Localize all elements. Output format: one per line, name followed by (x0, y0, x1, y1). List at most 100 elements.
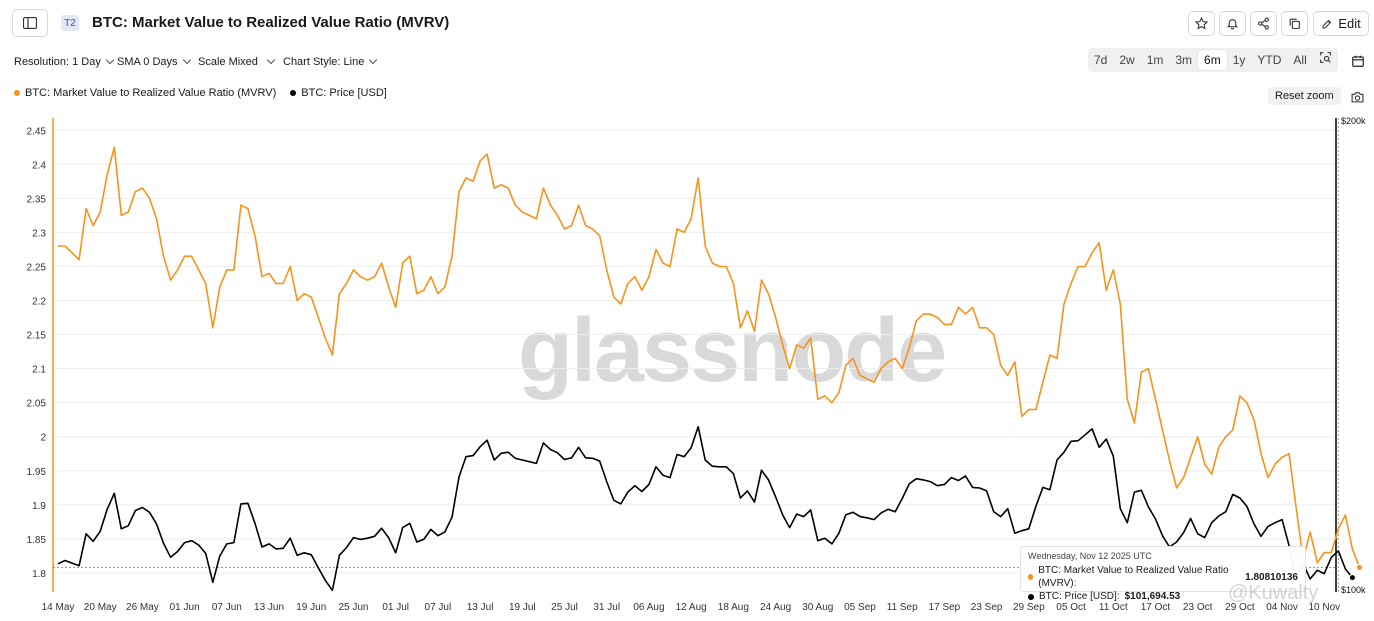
share-button[interactable] (1250, 11, 1277, 36)
bell-icon (1226, 19, 1239, 30)
y-tick-label: 2 (40, 433, 46, 444)
y-tick-label: 2.15 (27, 331, 47, 342)
duplicate-button[interactable] (1281, 11, 1308, 36)
sidebar-toggle-button[interactable] (12, 9, 48, 37)
corner-watermark: @Kuwalty (1228, 582, 1319, 604)
mvrv-chart[interactable]: 2.45 2.4 2.35 2.3 2.25 2.2 2.15 2.1 2.05 2 1.95 1.9… (0, 110, 1374, 621)
chart-controls: Resolution: 1 Day SMA 0 Days Scale Mixed… (0, 48, 1374, 76)
chevron-down-icon (182, 55, 191, 65)
x-tick-label: 06 Aug (633, 602, 664, 613)
legend-label-mvrv: BTC: Market Value to Realized Value Rati… (25, 87, 277, 99)
resolution-label: Resolution: 1 Day (14, 56, 101, 68)
x-tick-label: 23 Sep (971, 602, 1003, 613)
x-tick-label: 23 Oct (1183, 602, 1213, 613)
page-title: BTC: Market Value to Realized Value Rati… (92, 14, 450, 31)
chevron-down-icon (266, 55, 276, 65)
range-ytd[interactable]: YTD (1257, 53, 1282, 67)
tier-badge: T2 (61, 15, 79, 31)
y-tick-label: 2.3 (32, 228, 46, 239)
range-1m[interactable]: 1m (1146, 53, 1164, 67)
x-tick-label: 05 Sep (844, 602, 876, 613)
chart-legend: BTC: Market Value to Realized Value Rati… (14, 87, 387, 99)
x-tick-label: 20 May (84, 602, 117, 613)
x-tick-label: 01 Jul (382, 602, 409, 613)
edit-button[interactable]: Edit (1313, 11, 1369, 36)
chart-style-dropdown[interactable]: Chart Style: Line (283, 55, 378, 68)
star-icon (1195, 17, 1208, 30)
calendar-button[interactable] (1345, 49, 1371, 73)
tooltip-mvrv-label: BTC: Market Value to Realized Value Rati… (1038, 565, 1229, 589)
camera-icon (1351, 92, 1364, 103)
x-tick-label: 11 Oct (1099, 602, 1128, 613)
y-tick-label: 2.35 (27, 194, 47, 205)
right-tick-label: $100k (1341, 585, 1366, 595)
x-tick-label: 13 Jun (254, 602, 284, 613)
scale-dropdown[interactable]: Scale Mixed (198, 55, 276, 68)
x-tick-label: 05 Oct (1056, 602, 1086, 613)
y-tick-label: 2.1 (32, 365, 46, 376)
legend-item-price[interactable]: BTC: Price [USD] (290, 87, 387, 99)
screenshot-button[interactable] (1351, 90, 1364, 108)
price-hover-point (1348, 574, 1356, 582)
range-all[interactable]: All (1293, 53, 1307, 67)
x-tick-label: 11 Sep (887, 602, 918, 613)
sma-dropdown[interactable]: SMA 0 Days (117, 55, 191, 68)
legend-item-mvrv[interactable]: BTC: Market Value to Realized Value Rati… (14, 87, 276, 99)
range-6m[interactable]: 6m (1198, 50, 1227, 70)
y-tick-label: 2.25 (27, 262, 47, 273)
x-tick-label: 26 May (126, 602, 159, 613)
mvrv-series-line (58, 146, 1361, 568)
right-tick-label: $200k (1341, 116, 1366, 126)
x-tick-label: 29 Oct (1225, 602, 1255, 613)
x-tick-label: 13 Jul (467, 602, 494, 613)
y-tick-label: 2.2 (32, 297, 46, 308)
y-tick-label: 2.45 (27, 126, 47, 137)
x-tick-label: 19 Jul (509, 602, 536, 613)
x-tick-label: 17 Sep (929, 602, 961, 613)
legend-dot-mvrv (14, 90, 20, 96)
y-tick-label: 1.95 (27, 467, 47, 478)
reset-zoom-button[interactable]: Reset zoom (1268, 87, 1341, 105)
x-tick-label: 07 Jun (212, 602, 242, 613)
mvrv-hover-point (1355, 563, 1363, 571)
x-tick-label: 12 Aug (676, 602, 707, 613)
tooltip-dot-mvrv (1028, 574, 1034, 580)
x-tick-label: 10 Nov (1308, 602, 1340, 613)
x-tick-label: 04 Nov (1266, 602, 1298, 613)
tooltip-date: Wednesday, Nov 12 2025 UTC (1028, 551, 1152, 561)
range-2w[interactable]: 2w (1119, 53, 1135, 67)
glassnode-watermark: glassnode (518, 301, 947, 401)
chevron-down-icon (369, 55, 378, 65)
x-tick-label: 17 Oct (1141, 602, 1171, 613)
scale-label: Scale Mixed (198, 56, 258, 68)
chart-style-label: Chart Style: Line (283, 56, 365, 68)
x-tick-label: 24 Aug (760, 602, 791, 613)
x-tick-label: 31 Jul (593, 602, 620, 613)
x-tick-label: 14 May (42, 602, 75, 613)
header-bar: T2 BTC: Market Value to Realized Value R… (0, 0, 1374, 46)
zoom-select-button[interactable] (1313, 50, 1338, 70)
legend-dot-price (290, 90, 297, 96)
alert-button[interactable] (1219, 11, 1246, 36)
x-tick-label: 30 Aug (802, 602, 833, 613)
price-series-line (57, 425, 1354, 592)
tooltip-price-label: BTC: Price [USD]: (1039, 591, 1120, 602)
x-tick-label: 25 Jun (338, 602, 368, 613)
sma-label: SMA 0 Days (117, 56, 178, 68)
chart-tooltip: Wednesday, Nov 12 2025 UTC BTC: Market V… (1020, 546, 1306, 602)
resolution-dropdown[interactable]: Resolution: 1 Day (14, 55, 115, 68)
favorite-button[interactable] (1188, 11, 1215, 36)
share-icon (1258, 17, 1269, 30)
y-tick-label: 2.05 (27, 399, 47, 410)
range-3m[interactable]: 3m (1175, 53, 1193, 67)
range-1y[interactable]: 1y (1232, 53, 1246, 67)
x-tick-label: 01 Jun (170, 602, 200, 613)
zoom-select-icon (1319, 52, 1331, 63)
range-selector: 7d 2w 1m 3m 6m 1y YTD All (1088, 48, 1338, 72)
sidebar-icon (23, 17, 37, 29)
range-7d[interactable]: 7d (1094, 53, 1108, 67)
copy-icon (1289, 18, 1300, 29)
y-tick-label: 1.8 (32, 569, 46, 580)
x-tick-label: 07 Jul (425, 602, 452, 613)
tooltip-dot-price (1028, 593, 1034, 600)
